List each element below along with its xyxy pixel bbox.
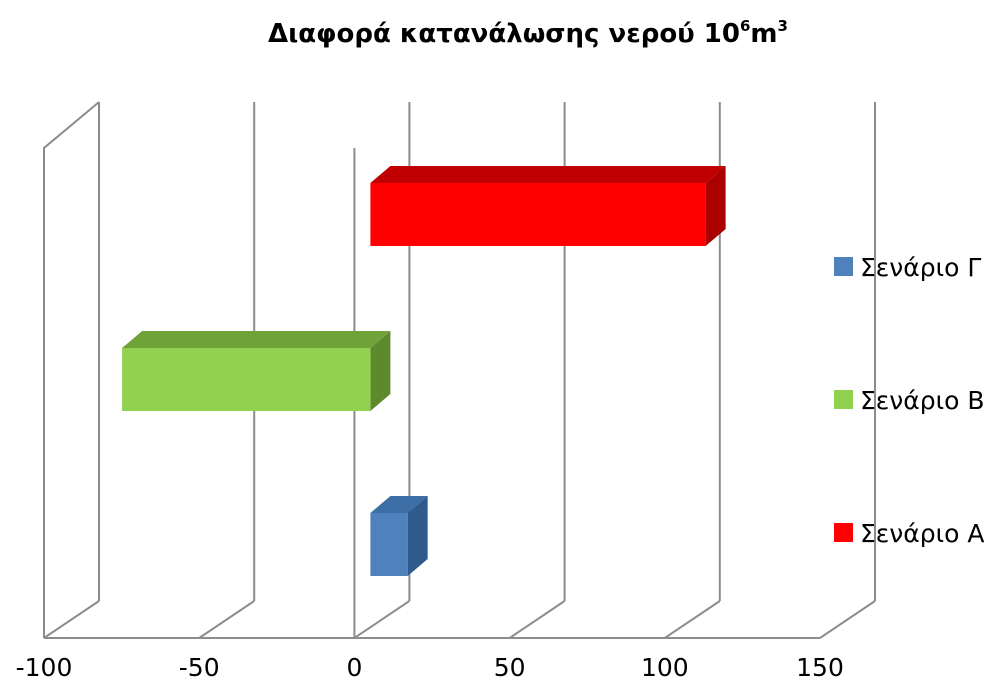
tick-label: -50 [179,653,220,682]
legend-swatch [834,257,853,276]
bar [370,166,726,246]
left-wall [43,101,100,638]
gridline [43,102,100,639]
legend-label: Σενάριο Γ [860,253,981,282]
tick-label: 100 [641,653,689,682]
legend-swatch [834,390,853,409]
legend-label: Σενάριο Β [860,386,984,415]
legend-swatch [834,523,853,542]
legend-item: Σενάριο Β [834,386,984,415]
legend: Σενάριο Γ Σενάριο Β Σενάριο Α [834,253,984,548]
bars [122,166,726,576]
tick-label: -100 [16,653,73,682]
legend-label: Σενάριο Α [860,519,984,548]
bar [370,496,428,576]
gridline [819,102,876,639]
tick-label: 150 [796,653,844,682]
legend-item: Σενάριο Γ [834,253,981,282]
tick-label: 50 [494,653,526,682]
chart-title: Διαφορά κατανάλωσης νερού 106m3 [268,17,788,49]
x-axis-ticks: -100 -50 0 50 100 150 [16,653,844,682]
legend-item: Σενάριο Α [834,519,984,548]
tick-label: 0 [346,653,362,682]
bar [122,331,391,411]
